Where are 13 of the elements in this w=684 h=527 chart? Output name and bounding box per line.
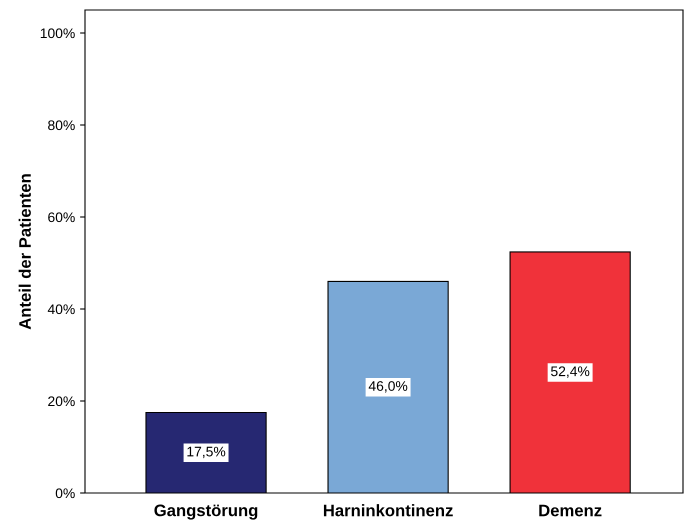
- x-tick-label: Harninkontinenz: [324, 504, 453, 516]
- data-label: 17,5%: [187, 446, 226, 458]
- x-tick-label: Demenz: [539, 504, 602, 516]
- data-label: 52,4%: [551, 366, 590, 378]
- y-tick-label: 0%: [56, 488, 75, 498]
- y-tick-label: 80%: [48, 120, 75, 130]
- y-axis-title: Anteil der Patienten: [18, 174, 31, 330]
- x-tick-label: Gangstörung: [154, 504, 258, 520]
- y-tick-label: 100%: [40, 28, 75, 38]
- data-label: 46,0%: [368, 381, 408, 393]
- y-tick-label: 20%: [48, 396, 75, 406]
- y-tick-label: 40%: [48, 304, 75, 314]
- y-tick-label: 60%: [48, 212, 75, 222]
